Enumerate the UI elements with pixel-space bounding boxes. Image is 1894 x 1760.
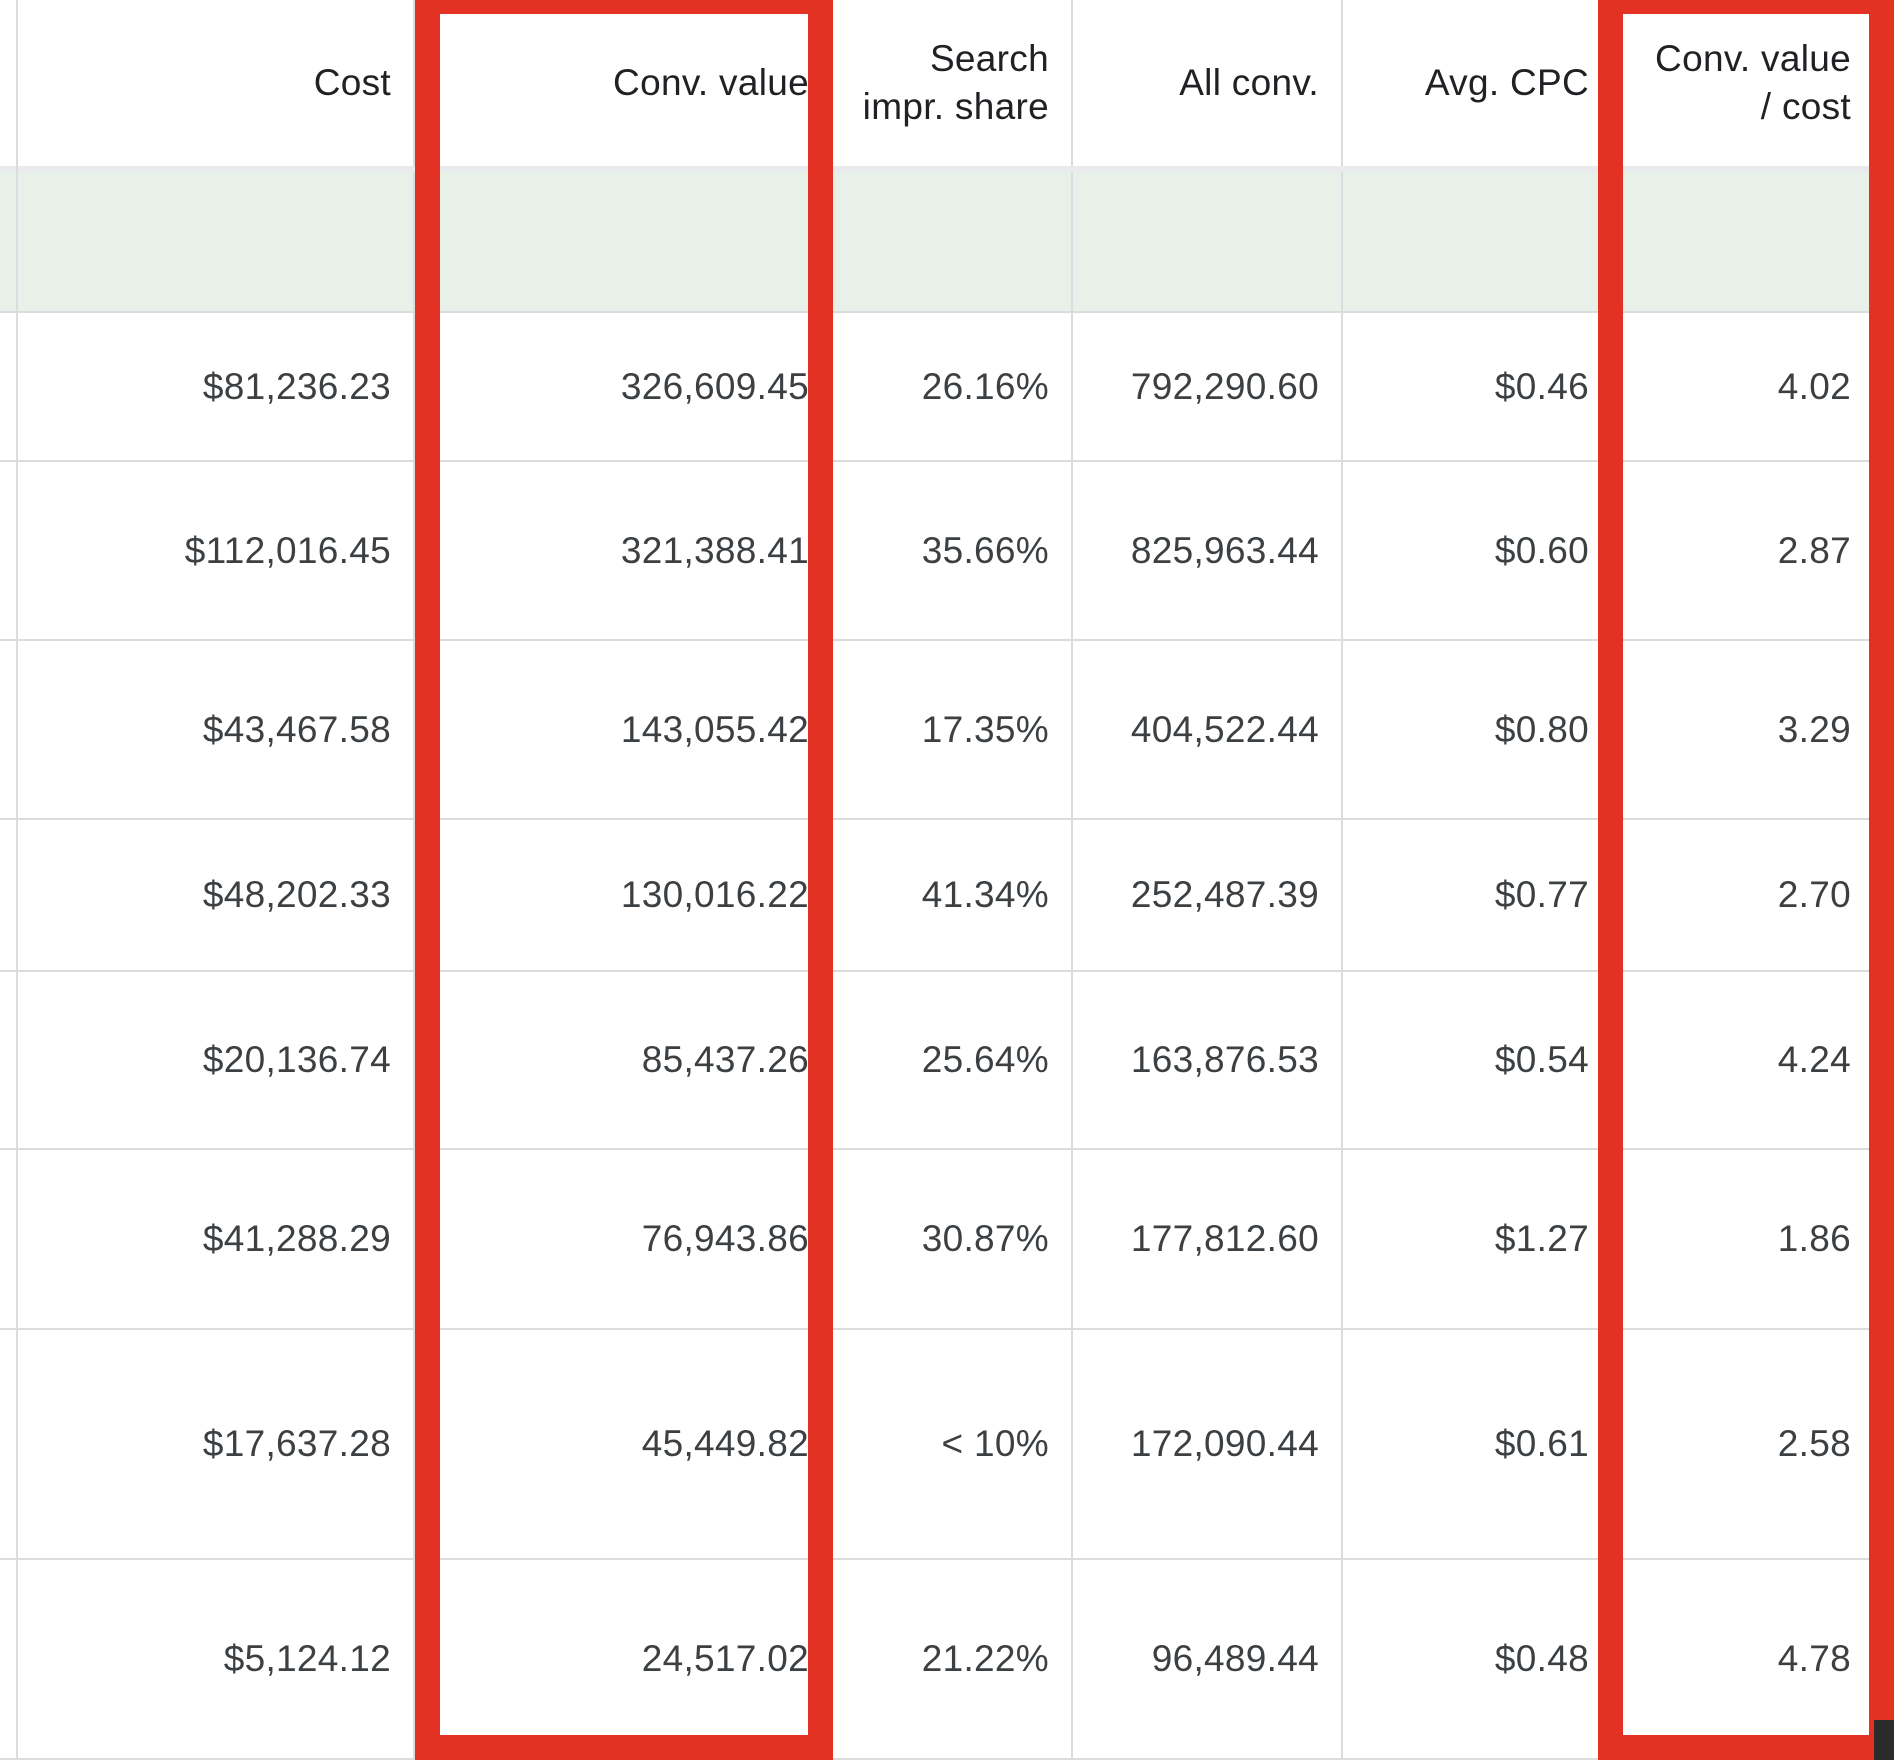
column-header-avg-cpc[interactable]: Avg. CPC (1343, 0, 1613, 166)
cell-avg-cpc: $0.61 (1343, 1330, 1613, 1560)
summary-row-cell (1613, 172, 1875, 313)
cell-avg-cpc: $0.60 (1343, 462, 1613, 641)
cell-search-impr-share: 25.64% (833, 972, 1073, 1150)
column-header-search-impr-share[interactable]: Search impr. share (833, 0, 1073, 166)
cell-cost: $41,288.29 (18, 1150, 415, 1330)
cell-all-conv: 177,812.60 (1073, 1150, 1343, 1330)
cell-cost: $81,236.23 (18, 313, 415, 462)
cell-cost: $48,202.33 (18, 820, 415, 972)
column-header-search-impr-share-label: Search impr. share (863, 35, 1049, 131)
column-header-conv-value-label: Conv. value (613, 62, 809, 103)
header-divider (18, 166, 415, 172)
highlight-box-conv-value-per-cost-column (1598, 0, 1894, 1760)
header-divider (833, 166, 1073, 172)
column-header-conv-value-per-cost-label: Conv. value / cost (1655, 35, 1851, 131)
cell-avg-cpc: $1.27 (1343, 1150, 1613, 1330)
cell-all-conv: 825,963.44 (1073, 462, 1343, 641)
cell-conv-value: 326,609.45 (415, 313, 833, 462)
cell-cost: $5,124.12 (18, 1560, 415, 1760)
header-divider (1073, 166, 1343, 172)
cell-all-conv: 252,487.39 (1073, 820, 1343, 972)
header-line-2: / cost (1760, 86, 1851, 127)
cell-avg-cpc: $0.46 (1343, 313, 1613, 462)
column-header-cost-label: Cost (313, 62, 391, 103)
table-left-border (16, 0, 18, 1760)
cell-cost: $17,637.28 (18, 1330, 415, 1560)
cell-avg-cpc: $0.80 (1343, 641, 1613, 820)
summary-row-cell (1073, 172, 1343, 313)
summary-row-cell (18, 172, 415, 313)
cell-cost: $20,136.74 (18, 972, 415, 1150)
header-line-1: Conv. value (1655, 38, 1851, 79)
cell-search-impr-share: 17.35% (833, 641, 1073, 820)
summary-row-cell (1343, 172, 1613, 313)
column-header-all-conv-label: All conv. (1179, 62, 1319, 103)
column-header-avg-cpc-label: Avg. CPC (1424, 62, 1589, 103)
cell-all-conv: 172,090.44 (1073, 1330, 1343, 1560)
header-line-2: impr. share (862, 86, 1049, 127)
cell-all-conv: 792,290.60 (1073, 313, 1343, 462)
summary-row-cell (833, 172, 1073, 313)
column-header-conv-value[interactable]: Conv. value (415, 0, 833, 166)
cell-cost: $43,467.58 (18, 641, 415, 820)
cell-conv-value: 321,388.41 (415, 462, 833, 641)
cell-all-conv: 404,522.44 (1073, 641, 1343, 820)
cell-search-impr-share: 26.16% (833, 313, 1073, 462)
cell-all-conv: 163,876.53 (1073, 972, 1343, 1150)
cell-avg-cpc: $0.54 (1343, 972, 1613, 1150)
cell-search-impr-share: 21.22% (833, 1560, 1073, 1760)
screenshot-corner-edge (1874, 1720, 1894, 1760)
cell-avg-cpc: $0.48 (1343, 1560, 1613, 1760)
highlight-box-conv-value-column (415, 0, 833, 1760)
column-header-all-conv[interactable]: All conv. (1073, 0, 1343, 166)
cell-search-impr-share: 35.66% (833, 462, 1073, 641)
column-header-cost[interactable]: Cost (18, 0, 415, 166)
cell-all-conv: 96,489.44 (1073, 1560, 1343, 1760)
cell-search-impr-share: < 10% (833, 1330, 1073, 1560)
cell-conv-value: 45,449.82 (415, 1330, 833, 1560)
cell-search-impr-share: 41.34% (833, 820, 1073, 972)
cell-avg-cpc: $0.77 (1343, 820, 1613, 972)
header-line-1: Search (929, 38, 1049, 79)
cell-search-impr-share: 30.87% (833, 1150, 1073, 1330)
cell-cost: $112,016.45 (18, 462, 415, 641)
